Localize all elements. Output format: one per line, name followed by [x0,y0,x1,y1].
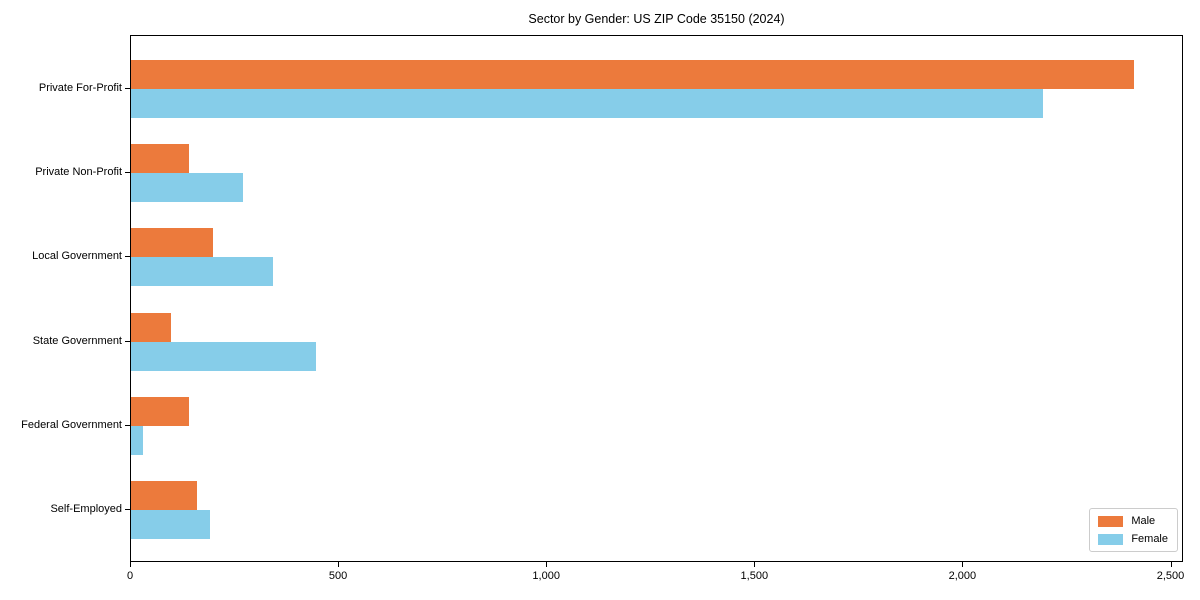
x-tick-mark [754,562,756,567]
bar-male-federal-government [131,396,189,426]
x-axis-label-500: 500 [328,570,348,582]
y-axis-label-federal-government: Federal Government [21,418,122,431]
y-tick-mark [125,256,130,258]
bar-male-private-non-profit [131,144,190,174]
x-axis-label-1500: 1,500 [740,570,769,582]
bar-female-private-non-profit [131,173,244,203]
bar-female-private-for-profit [131,89,1043,118]
y-tick-mark [125,424,130,426]
x-tick-mark [130,562,131,567]
legend-label-male: Male [1131,515,1156,527]
bar-female-local-government [131,257,273,287]
bar-female-federal-government [131,425,144,455]
x-tick-mark [338,562,340,567]
y-tick-mark [125,88,130,89]
x-axis-label-1000: 1,000 [532,570,560,582]
bar-female-self-employed [131,510,211,539]
legend-item-female: Female [1098,533,1168,545]
plot-area: Male Female [130,35,1183,562]
y-tick-mark [125,340,130,342]
x-axis-label-2500: 2,500 [1156,570,1185,582]
bar-male-local-government [131,228,213,258]
x-tick-mark [546,562,548,567]
x-axis-label-2000: 2,000 [948,570,977,582]
y-axis-label-private-for-profit: Private For-Profit [38,82,122,94]
bar-female-state-government [131,341,317,371]
female-color-swatch [1098,533,1124,545]
bar-male-self-employed [131,481,198,510]
y-axis-label-local-government: Local Government [32,250,122,263]
y-tick-mark [125,172,130,174]
x-axis-label-0: 0 [126,570,134,582]
chart-title: Sector by Gender: US ZIP Code 35150 (202… [528,12,785,26]
bar-male-state-government [131,312,171,342]
y-axis-label-private-non-profit: Private Non-Profit [35,166,122,179]
y-axis-label-self-employed: Self-Employed [50,503,122,515]
male-color-swatch [1098,515,1124,527]
x-tick-mark [962,562,964,567]
y-tick-mark [125,509,130,510]
legend-label-female: Female [1131,533,1168,545]
legend-item-male: Male [1098,515,1168,527]
bar-male-private-for-profit [131,60,1135,89]
legend: Male Female [1089,508,1178,552]
x-tick-mark [1170,562,1172,567]
y-axis-label-state-government: State Government [32,334,122,347]
